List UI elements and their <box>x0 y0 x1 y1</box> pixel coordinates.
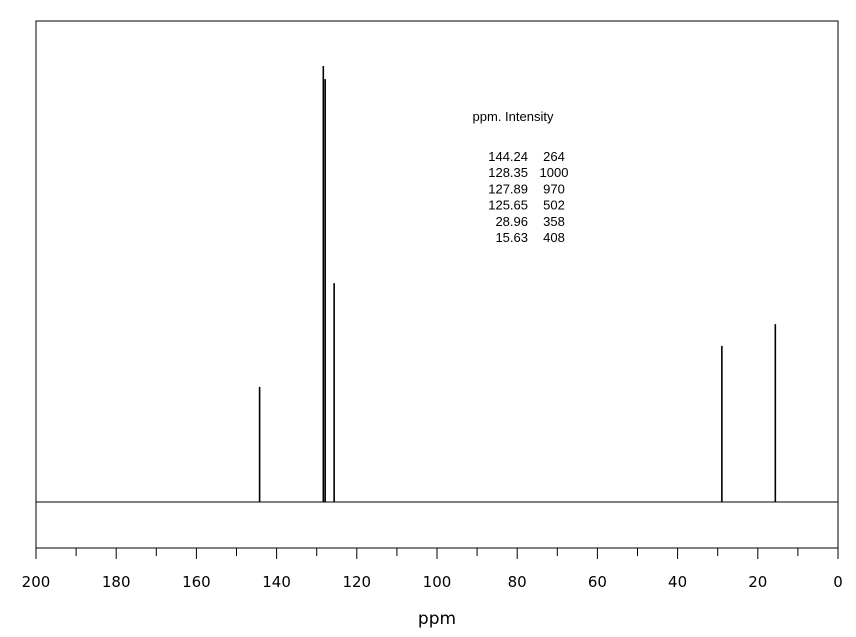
x-tick-label: 180 <box>102 573 131 591</box>
x-tick-label: 140 <box>262 573 291 591</box>
table-intensity-value: 264 <box>543 149 565 164</box>
x-tick-label: 80 <box>508 573 527 591</box>
table-ppm-value: 28.96 <box>495 214 528 229</box>
x-tick-label: 20 <box>748 573 767 591</box>
x-tick-label: 200 <box>22 573 51 591</box>
table-intensity-value: 358 <box>543 214 565 229</box>
table-ppm-value: 125.65 <box>488 198 528 213</box>
x-tick-label: 0 <box>833 573 843 591</box>
x-tick-label: 60 <box>588 573 607 591</box>
peaks-layer <box>258 66 777 502</box>
table-ppm-value: 15.63 <box>495 230 528 245</box>
x-axis-ticks: 200 180 160 140 120 100 80 60 40 20 0 <box>22 548 843 591</box>
table-ppm-value: 144.24 <box>488 149 528 164</box>
peak-table: ppm. Intensity 144.24 264 128.35 1000 127.89 9… <box>473 109 569 245</box>
table-intensity-value: 1000 <box>540 165 569 180</box>
x-tick-label: 160 <box>182 573 211 591</box>
x-tick-label: 100 <box>423 573 452 591</box>
table-ppm-value: 128.35 <box>488 165 528 180</box>
x-tick-label: 40 <box>668 573 687 591</box>
x-tick-label: 120 <box>342 573 371 591</box>
x-axis-title: ppm <box>418 609 456 629</box>
plot-frame <box>35 20 839 549</box>
table-header: ppm. Intensity <box>473 109 554 124</box>
table-intensity-value: 502 <box>543 198 565 213</box>
table-ppm-value: 127.89 <box>488 181 528 196</box>
table-intensity-value: 970 <box>543 181 565 196</box>
table-intensity-value: 408 <box>543 230 565 245</box>
